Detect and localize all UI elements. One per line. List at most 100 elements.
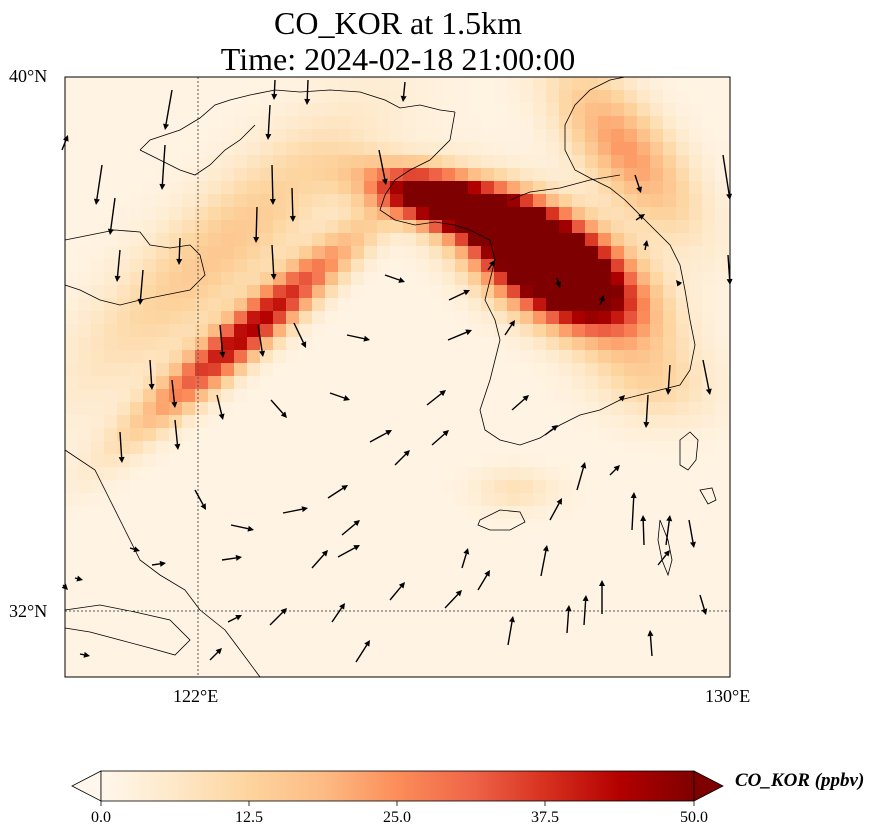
wind-arrow — [576, 462, 587, 491]
wind-arrow — [176, 237, 183, 265]
wind-arrow — [129, 546, 140, 553]
coastline-segment — [477, 509, 526, 531]
wind-arrow — [599, 580, 605, 614]
wind-arrow — [448, 289, 470, 301]
wind-arrow — [444, 590, 462, 609]
wind-arrow — [582, 595, 589, 626]
wind-arrow — [355, 640, 370, 663]
wind-arrow — [609, 465, 620, 476]
wind-arrow — [384, 274, 405, 283]
wind-arrow — [642, 240, 649, 251]
wind-arrow — [507, 616, 515, 646]
wind-arrow — [282, 506, 308, 514]
wind-arrow — [174, 419, 181, 450]
wind-arrow — [257, 324, 266, 357]
wind-arrow — [461, 548, 470, 569]
wind-arrow — [618, 395, 625, 402]
wind-arrow — [341, 520, 360, 536]
wind-arrow — [230, 524, 254, 532]
wind-arrow — [699, 594, 708, 615]
map-title-line1: CO_KOR at 1.5km — [274, 5, 522, 41]
wind-arrow — [79, 651, 90, 658]
coastline-segment — [657, 519, 673, 577]
wind-arrow — [544, 425, 558, 436]
wind-arrow — [400, 81, 407, 102]
colorbar-extend-low — [71, 770, 102, 802]
wind-arrow — [426, 390, 446, 406]
wind-arrow — [394, 450, 410, 466]
wind-arrow — [304, 79, 311, 105]
wind-arrow — [270, 244, 277, 280]
wind-arrow — [657, 550, 670, 566]
wind-arrow — [665, 515, 673, 546]
wind-arrow — [327, 485, 348, 499]
wind-arrow — [702, 359, 712, 395]
map-title-line2: Time: 2024-02-18 21:00:00 — [220, 41, 576, 77]
wind-arrow — [311, 550, 328, 569]
wind-arrow — [151, 560, 166, 567]
wind-arrow — [487, 260, 495, 271]
lat-label-32n: 32°N — [9, 601, 48, 621]
wind-arrow — [722, 154, 733, 200]
coastline-segment — [64, 449, 261, 678]
wind-arrow — [378, 149, 388, 185]
wind-arrow — [337, 545, 360, 558]
wind-arrow — [389, 582, 405, 601]
wind-arrow — [676, 280, 683, 287]
wind-arrow — [346, 334, 370, 342]
gridlines — [65, 77, 730, 677]
wind-arrow — [635, 214, 645, 221]
wind-arrow — [270, 399, 287, 418]
coastline-segment — [64, 604, 191, 656]
wind-arrow — [477, 570, 490, 591]
map-plot — [61, 76, 733, 678]
colorbar-tick-3: 37.5 — [531, 809, 559, 826]
wind-arrow — [688, 519, 696, 548]
wind-arrow — [289, 187, 296, 222]
wind-arrow — [565, 605, 572, 634]
wind-arrow — [74, 575, 83, 582]
wind-arrow — [549, 498, 562, 521]
wind-arrow — [630, 492, 637, 531]
wind-arrow — [598, 295, 605, 306]
wind-arrow — [640, 515, 647, 546]
colorbar-tick-2: 25.0 — [383, 809, 411, 826]
wind-arrow — [431, 430, 449, 446]
coastline-segment — [379, 111, 456, 226]
wind-arrow — [293, 322, 307, 348]
wind-arrow — [216, 394, 225, 420]
colorbar-title: CO_KOR (ppbv) — [735, 770, 865, 791]
colorbar-extend-high — [693, 770, 724, 802]
wind-arrow — [643, 394, 650, 428]
wind-arrow — [219, 324, 226, 358]
wind-arrow — [253, 206, 260, 243]
colorbar-ramp — [100, 770, 695, 802]
wind-arrow — [269, 608, 287, 626]
colorbar-tick-1: 12.5 — [235, 809, 263, 826]
wind-vectors — [61, 79, 733, 663]
wind-arrow — [331, 603, 345, 623]
wind-arrow — [159, 144, 166, 190]
wind-arrow — [107, 197, 116, 235]
wind-arrow — [114, 249, 121, 282]
coastline-segment — [454, 76, 696, 446]
coastline-segment — [699, 487, 717, 505]
colorbar-tick-0: 0.0 — [91, 809, 111, 826]
wind-arrow — [369, 430, 392, 443]
lon-label-130e: 130°E — [705, 686, 751, 706]
wind-arrow — [540, 545, 549, 577]
colorbar-tick-4: 50.0 — [680, 809, 708, 826]
wind-arrow — [665, 364, 672, 395]
wind-arrow — [148, 359, 155, 390]
lat-label-40n: 40°N — [9, 66, 48, 86]
wind-arrow — [227, 615, 242, 623]
coastline-segment — [509, 174, 621, 201]
wind-arrow — [271, 79, 278, 100]
wind-arrow — [194, 489, 206, 510]
colorbar-ticks — [100, 801, 695, 806]
wind-arrow — [221, 554, 242, 561]
wind-arrow — [171, 379, 178, 408]
wind-arrow — [137, 269, 144, 305]
wind-arrow — [555, 277, 562, 288]
